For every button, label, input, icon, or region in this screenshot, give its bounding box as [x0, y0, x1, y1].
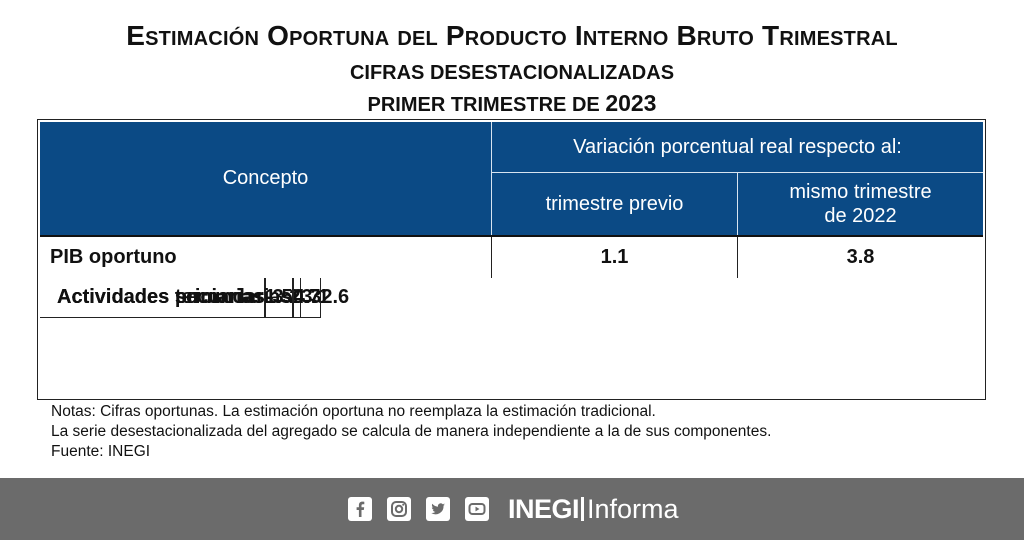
subtitle-period: PRIMER TRIMESTRE DE 2023: [0, 90, 1024, 117]
instagram-icon[interactable]: [387, 497, 411, 521]
subtitle-series: CIFRAS DESESTACIONALIZADAS: [349, 62, 675, 84]
row-value-same: 2.6: [320, 278, 350, 317]
subtitle-period-prefix: PRIMER TRIMESTRE DE: [367, 94, 600, 116]
header-concept: Concepto: [40, 122, 492, 236]
row-label: PIB oportuno: [40, 235, 492, 278]
subtitle-period-year: 2023: [605, 90, 657, 116]
facebook-icon[interactable]: [348, 497, 372, 521]
header-same-quarter: mismo trimestre de 2022: [737, 172, 983, 236]
header-variation: Variación porcentual real respecto al:: [491, 122, 983, 173]
inegi-informa-logo: INEGI Informa: [508, 493, 679, 525]
row-label: Actividades terciarias: [40, 278, 265, 318]
footer-bar: [0, 478, 1024, 540]
row-value-previous: 1.5: [263, 278, 294, 318]
header-previous-quarter: trimestre previo: [491, 172, 738, 236]
brand-light: Informa: [587, 494, 679, 524]
source-line: Fuente: INEGI: [51, 443, 151, 460]
row-value-same: 4.3: [292, 278, 322, 318]
document-title: Estimación Oportuna del Producto Interno…: [126, 20, 898, 51]
twitter-icon[interactable]: [426, 497, 450, 521]
note-line: La serie desestacionalizada del agregado…: [51, 423, 772, 440]
table-frame: [37, 119, 986, 400]
notes: Notas: Cifras oportunas. La estimación o…: [51, 402, 771, 462]
header-same-quarter-line1: mismo trimestre: [789, 181, 932, 203]
brand-bold: INEGI: [508, 494, 580, 524]
brand-separator: [581, 497, 585, 521]
youtube-icon[interactable]: [465, 497, 489, 521]
table-row: Actividades terciarias 1.5 4.3: [40, 278, 1024, 318]
header-same-quarter-line2: de 2022: [824, 205, 897, 227]
row-value-same: 3.8: [737, 235, 983, 278]
note-line: Notas: Cifras oportunas. La estimación o…: [51, 403, 656, 420]
gdp-table: Concepto Variación porcentual real respe…: [40, 122, 983, 318]
row-value-previous: 1.1: [491, 235, 738, 278]
table-row: PIB oportuno 1.1 3.8: [40, 235, 983, 278]
